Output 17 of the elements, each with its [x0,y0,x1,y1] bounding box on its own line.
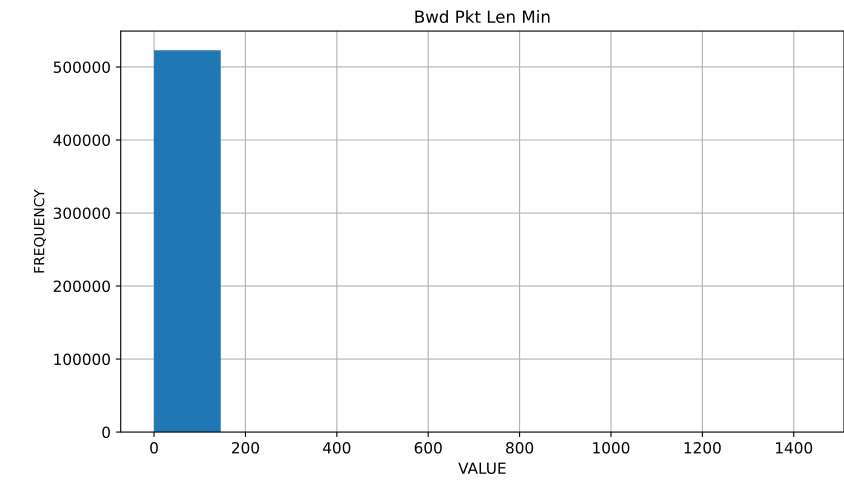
y-tick-label: 400000 [53,134,110,146]
x-tick-label: 600 [414,442,442,454]
x-tick-label: 1200 [684,442,721,454]
y-tick-label: 300000 [54,207,110,220]
y-tick-label: 500000 [54,61,110,74]
y-tick-label: 200000 [54,280,110,292]
x-axis-title: VALUE [458,462,506,474]
y-tick-label: 0 [102,426,110,438]
y-tick-label: 100000 [54,354,110,366]
x-tick-label: 800 [506,442,534,454]
x-tick-label: 0 [150,442,158,454]
x-tick-label: 200 [232,442,259,454]
y-axis-title: FREQUENCY [34,189,46,273]
x-tick-label: 1000 [593,442,630,454]
x-tick-label: 1400 [776,442,812,454]
x-tick-label: 400 [322,442,350,454]
chart-title: Bwd Pkt Len Min [415,10,550,24]
